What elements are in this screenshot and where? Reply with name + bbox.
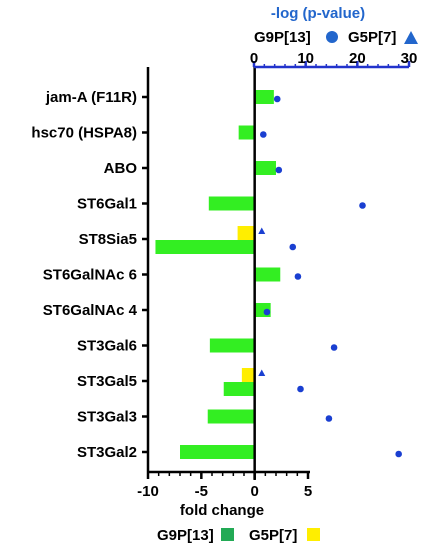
bar-g5p7 — [241, 368, 255, 382]
bottom-legend: G9P[13] G5P[7] — [157, 527, 320, 544]
category-label: ST6GalNAc 6 — [43, 267, 137, 284]
category-label: ST8Sia5 — [79, 231, 137, 248]
x-tick-label: -5 — [195, 483, 208, 500]
pvalue-marker-g9p13 — [289, 243, 297, 251]
pvalue-marker-g9p13 — [263, 308, 271, 316]
bottom-legend-swatch-g5p7 — [307, 528, 320, 541]
bar-g9p13 — [180, 445, 255, 459]
axes-layer — [146, 65, 409, 480]
top-tick-label: 20 — [349, 50, 366, 67]
x-tick-label: 5 — [304, 483, 312, 500]
bar-g9p13 — [223, 382, 255, 396]
pvalue-marker-g9p13 — [325, 415, 333, 422]
x-tick-label: 0 — [250, 483, 258, 500]
pvalue-markers-layer — [258, 95, 402, 458]
pvalue-marker-g5p7 — [258, 227, 266, 234]
pvalue-marker-g9p13 — [273, 95, 281, 103]
pvalue-marker-g9p13 — [330, 344, 338, 351]
labels-layer: jam-A (F11R) hsc70 (HSPA8) ABO ST6Gal1 ST8Si… — [31, 50, 417, 500]
category-label: ST3Gal6 — [77, 338, 137, 355]
pvalue-marker-g9p13 — [395, 450, 402, 458]
triangle-icon — [404, 31, 418, 44]
bottom-legend-label-g9p13: G9P[13] — [157, 527, 214, 544]
bottom-legend-label-g5p7: G5P[7] — [249, 527, 297, 544]
bar-g9p13 — [254, 90, 274, 104]
bar-g9p13 — [254, 267, 281, 282]
pvalue-marker-g9p13 — [260, 131, 267, 138]
top-tick-label: 10 — [297, 50, 314, 67]
top-legend: G9P[13] G5P[7] — [254, 29, 418, 46]
category-label: ABO — [104, 160, 138, 177]
bar-g9p13 — [208, 196, 255, 211]
bottom-legend-swatch-g9p13 — [221, 528, 234, 541]
category-label: ST6GalNAc 4 — [43, 302, 138, 319]
top-tick-label: 0 — [250, 50, 258, 67]
top-tick-label: 30 — [401, 50, 418, 67]
top-legend-label-g5p7: G5P[7] — [348, 29, 396, 46]
bar-g9p13 — [155, 240, 255, 254]
category-label: ST6Gal1 — [77, 196, 137, 213]
bars-layer — [155, 90, 281, 459]
category-label: ST3Gal3 — [77, 409, 137, 426]
x-tick-label: -10 — [137, 483, 159, 500]
pvalue-marker-g9p13 — [297, 385, 304, 393]
x-axis-title: fold change — [180, 502, 264, 519]
bar-g9p13 — [209, 338, 255, 353]
bar-g5p7 — [237, 226, 255, 240]
circle-icon — [326, 31, 338, 43]
pvalue-marker-g9p13 — [294, 273, 302, 280]
pvalue-marker-g9p13 — [359, 202, 366, 209]
bar-g9p13 — [238, 125, 255, 140]
bar-g9p13 — [254, 161, 276, 175]
category-label: hsc70 (HSPA8) — [31, 125, 137, 142]
bar-g9p13 — [207, 409, 255, 424]
category-label: jam-A (F11R) — [45, 89, 137, 106]
top-legend-label-g9p13: G9P[13] — [254, 29, 311, 46]
pvalue-marker-g9p13 — [275, 166, 283, 174]
category-label: ST3Gal5 — [77, 373, 137, 390]
category-label: ST3Gal2 — [77, 444, 137, 461]
pvalue-axis-title: -log (p-value) — [271, 5, 365, 22]
pvalue-marker-g5p7 — [258, 369, 266, 376]
